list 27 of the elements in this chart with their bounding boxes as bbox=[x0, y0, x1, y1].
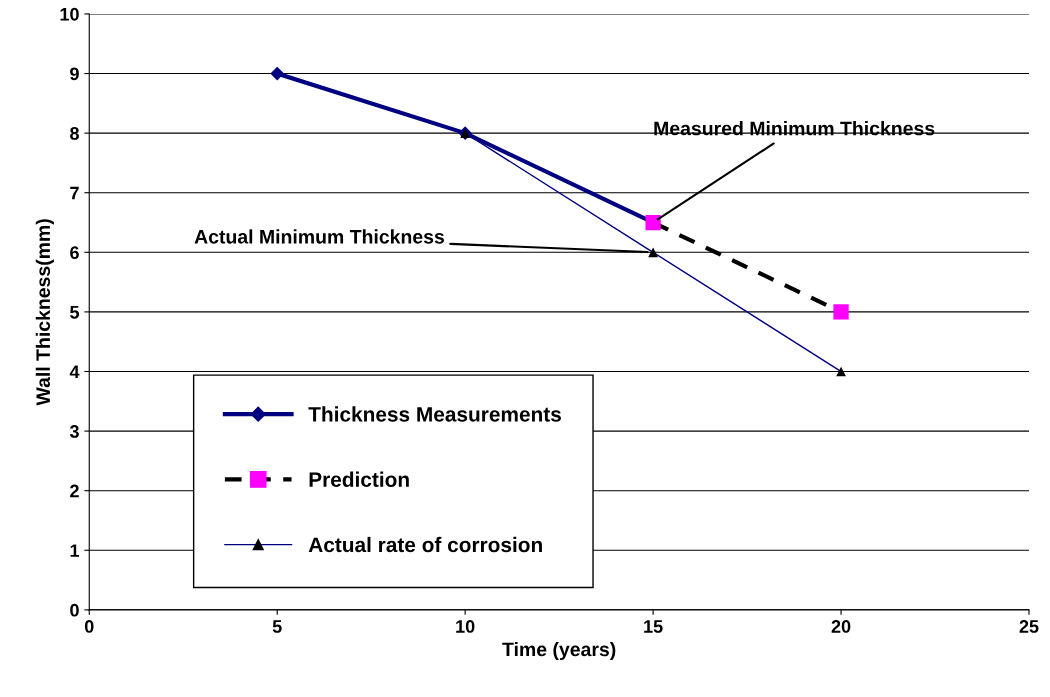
y-tick-label: 0 bbox=[70, 603, 79, 617]
y-tick-label: 3 bbox=[69, 425, 79, 438]
x-tick-label: 5 bbox=[272, 620, 282, 633]
y-tick-label: 8 bbox=[70, 127, 79, 140]
annotation: Actual Minimum Thickness bbox=[194, 229, 444, 244]
x-tick-label: 0 bbox=[84, 620, 94, 633]
legend-label: Actual rate of corrosion bbox=[308, 536, 542, 553]
y-tick-label: 7 bbox=[70, 186, 79, 200]
x-tick-label: 15 bbox=[644, 620, 663, 633]
y-axis-title: Wall Thickness(mm) bbox=[35, 219, 54, 406]
x-axis-title: Time (years) bbox=[502, 641, 616, 661]
legend-label: Thickness Measurements bbox=[308, 406, 561, 422]
x-tick-label: 20 bbox=[831, 620, 851, 633]
point bbox=[648, 247, 658, 258]
y-tick-label: 5 bbox=[70, 306, 80, 319]
y-tick-label: 9 bbox=[70, 67, 79, 81]
y-tick-label: 6 bbox=[70, 246, 79, 260]
annotation: Measured Minimum Thickness bbox=[654, 121, 935, 136]
x-tick-label: 25 bbox=[1019, 620, 1039, 633]
point bbox=[270, 66, 285, 81]
y-tick-label: 2 bbox=[70, 484, 79, 498]
x-tick-label: 10 bbox=[456, 620, 475, 633]
legend-label: Prediction bbox=[309, 471, 409, 487]
y-tick-label: 10 bbox=[60, 7, 79, 21]
y-tick-label: 4 bbox=[69, 365, 80, 379]
point bbox=[833, 304, 849, 320]
y-tick-label: 1 bbox=[70, 544, 80, 557]
